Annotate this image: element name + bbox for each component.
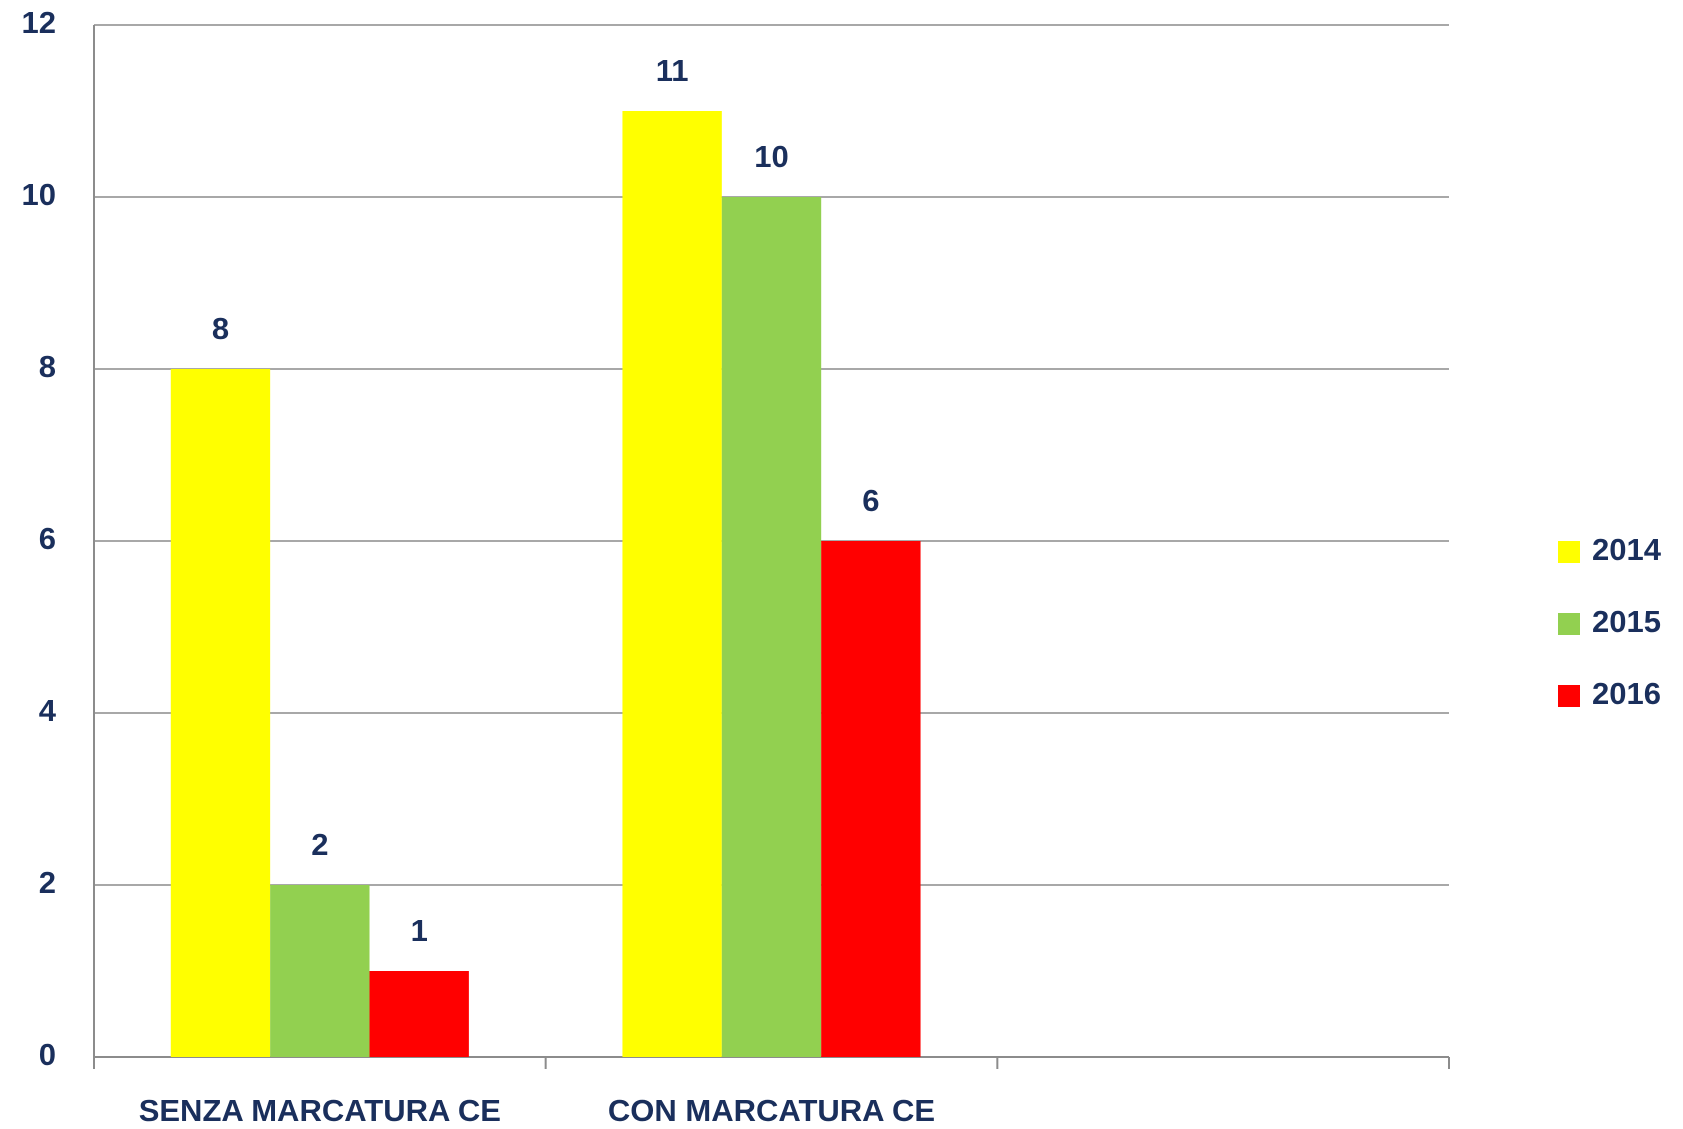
legend-swatch <box>1558 613 1580 635</box>
data-label: 6 <box>862 483 879 518</box>
legend-swatch <box>1558 685 1580 707</box>
x-tick-label: SENZA MARCATURA CE <box>139 1093 501 1128</box>
y-tick-label: 6 <box>39 521 56 556</box>
y-tick-label: 4 <box>39 693 57 728</box>
data-label: 8 <box>212 311 229 346</box>
data-label: 11 <box>656 53 689 88</box>
legend-swatch <box>1558 541 1580 563</box>
y-tick-label: 2 <box>39 865 56 900</box>
bar <box>821 541 921 1057</box>
data-label: 2 <box>311 827 328 862</box>
y-tick-label: 8 <box>39 349 56 384</box>
legend-label: 2015 <box>1592 604 1661 639</box>
data-label: 10 <box>754 139 788 174</box>
bar <box>721 197 822 1057</box>
bar <box>170 369 271 1057</box>
bar <box>622 111 722 1057</box>
legend-label: 2016 <box>1592 676 1661 711</box>
bar <box>369 971 469 1057</box>
bar <box>270 885 370 1057</box>
y-tick-label: 12 <box>22 5 56 40</box>
y-tick-label: 0 <box>39 1037 56 1072</box>
legend-label: 2014 <box>1592 532 1662 567</box>
x-tick-label: CON MARCATURA CE <box>608 1093 935 1128</box>
data-label: 1 <box>411 913 428 948</box>
y-tick-label: 10 <box>22 177 56 212</box>
